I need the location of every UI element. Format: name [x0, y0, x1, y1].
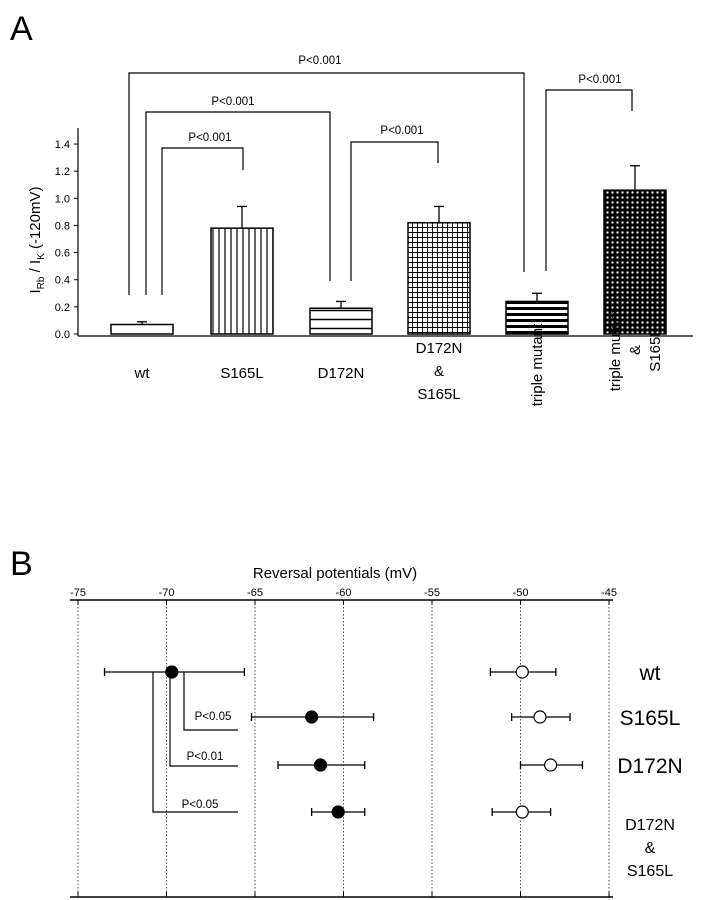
y-tick-label: 1.4: [55, 139, 70, 151]
y-axis-label-part: I: [27, 289, 44, 293]
y-tick-label: 0.2: [55, 302, 70, 314]
significance-bracket: [128, 72, 525, 295]
y-axis-label-part: Rb: [36, 276, 47, 289]
filled-point: [165, 665, 179, 679]
category-label: wt: [134, 365, 151, 382]
open-point: [515, 805, 529, 819]
x-tick-label: -50: [513, 587, 529, 599]
y-axis-label-part: K: [36, 253, 47, 260]
bar: [110, 323, 174, 335]
filled-point: [331, 805, 345, 819]
bar: [407, 221, 471, 335]
category-label: S165L: [220, 365, 263, 382]
category-label: D172N: [318, 365, 365, 382]
y-axis-label: IRb / IK (-120mV): [27, 187, 47, 294]
category-label: &: [627, 345, 644, 355]
bar: [210, 227, 274, 335]
significance-bracket: [145, 111, 331, 295]
category-label: S165L: [417, 386, 460, 403]
category-label: triple mutant: [529, 323, 546, 406]
y-tick-label: 0.6: [55, 248, 70, 260]
significance-bracket: [545, 89, 633, 271]
y-tick-label: 1.2: [55, 166, 70, 178]
significance-bracket: [152, 672, 238, 813]
x-tick-label: -60: [336, 587, 352, 599]
y-tick-label: 0.0: [55, 329, 70, 341]
y-tick-label: 0.4: [55, 275, 70, 287]
filled-point: [313, 758, 328, 772]
x-tick-label: -55: [424, 587, 440, 599]
significance-label: P<0.001: [578, 74, 621, 86]
bar: [603, 189, 667, 335]
open-point: [533, 710, 547, 724]
row-label: &: [645, 840, 656, 857]
x-tick-label: -70: [159, 587, 175, 599]
significance-label: P<0.05: [182, 799, 219, 811]
significance-bracket: [350, 141, 439, 281]
significance-label: P<0.01: [187, 751, 224, 763]
chart-title: Reversal potentials (mV): [253, 565, 417, 582]
significance-label: P<0.05: [195, 711, 232, 723]
significance-bracket: [183, 672, 238, 731]
category-label: S165L: [647, 328, 664, 371]
panel-label-b: B: [10, 545, 33, 583]
significance-label: P<0.001: [380, 125, 423, 137]
significance-label: P<0.001: [211, 96, 254, 108]
y-axis-label-part: / I: [27, 260, 44, 277]
significance-bracket: [169, 672, 238, 767]
y-tick-label: 0.8: [55, 220, 70, 232]
y-axis-label-part: (-120mV): [27, 187, 44, 254]
significance-label: P<0.001: [298, 55, 341, 67]
x-tick-label: -45: [601, 587, 617, 599]
row-label: S165L: [620, 707, 681, 730]
bar: [505, 300, 569, 335]
open-point: [543, 758, 558, 772]
y-tick-label: 1.0: [55, 193, 70, 205]
panel-label-a: A: [10, 10, 33, 48]
row-label: D172N: [617, 755, 682, 778]
bar: [309, 307, 373, 335]
filled-point: [305, 710, 319, 724]
category-label: D172N: [416, 340, 463, 357]
category-label: &: [434, 363, 444, 380]
row-label: D172N: [625, 817, 675, 834]
reversal-potential-chart: Reversal potentials (mV) -75 -70 -65 -60 -55 -…: [70, 565, 683, 898]
significance-bracket: [161, 147, 244, 295]
open-point: [515, 665, 529, 679]
row-label: S165L: [627, 863, 673, 880]
x-tick-label: -65: [247, 587, 263, 599]
bar-chart: 0.0 0.2 0.4 0.6 0.8 1.0 1.2 1.4 IRb / IK (-120mV…: [27, 55, 693, 406]
category-label: triple mutant: [607, 308, 624, 391]
row-label: wt: [639, 662, 661, 685]
x-tick-label: -75: [70, 587, 86, 599]
significance-label: P<0.001: [188, 132, 231, 144]
